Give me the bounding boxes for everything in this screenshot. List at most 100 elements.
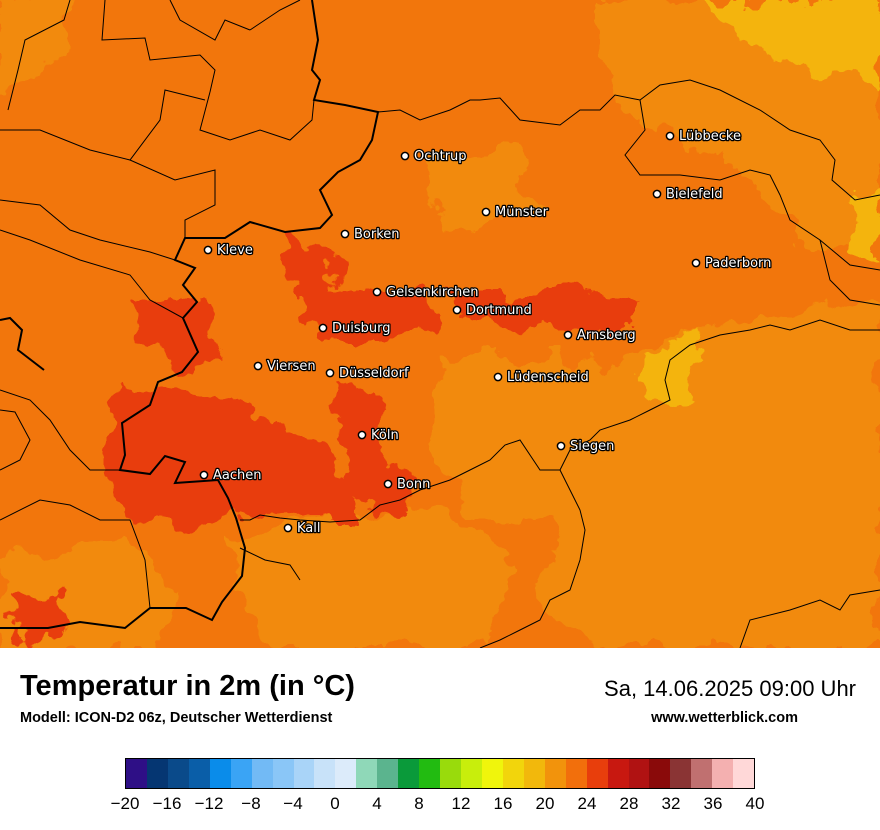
city-marker[interactable]: Aachen	[199, 467, 263, 484]
city-marker[interactable]: Düsseldorf	[325, 365, 410, 382]
city-marker[interactable]: Duisburg	[318, 320, 392, 337]
city-label: Duisburg	[332, 321, 391, 336]
city-dot	[372, 287, 382, 297]
legend-tick-label: 12	[451, 794, 471, 813]
color-legend-ticks: −20 −16 −12 −8 −4 0 4 8 12 16 20 24 28 32 36 40	[111, 789, 765, 819]
legend-tick-label: −4	[283, 794, 303, 813]
legend-color-step	[209, 759, 231, 788]
legend-color-step	[335, 759, 357, 788]
legend-color-step	[502, 759, 524, 788]
city-dot	[357, 430, 367, 440]
city-label: Dortmund	[466, 303, 532, 318]
city-label: Ochtrup	[414, 149, 467, 164]
city-label: Arnsberg	[577, 328, 636, 343]
city-marker[interactable]: Gelsenkirchen	[372, 284, 480, 301]
legend-color-step	[314, 759, 336, 788]
legend-color-step	[251, 759, 273, 788]
city-label: Köln	[371, 428, 399, 443]
city-dot	[556, 441, 566, 451]
legend-color-step	[230, 759, 252, 788]
city-dot	[691, 258, 701, 268]
city-marker[interactable]: Bonn	[383, 476, 432, 493]
city-marker[interactable]: Kleve	[203, 242, 254, 259]
city-label: Aachen	[213, 468, 261, 483]
city-marker[interactable]: Siegen	[556, 438, 616, 455]
legend-tick-label: 0	[330, 794, 340, 813]
city-dot	[283, 523, 293, 533]
city-dot	[493, 372, 503, 382]
legend-color-step	[398, 759, 420, 788]
city-marker[interactable]: Köln	[357, 427, 400, 444]
city-dot	[383, 479, 393, 489]
legend-color-step	[272, 759, 294, 788]
city-label: Kleve	[217, 243, 253, 258]
legend-color-step	[356, 759, 378, 788]
legend-color-step	[146, 759, 168, 788]
legend-color-step	[712, 759, 734, 788]
city-marker[interactable]: Münster	[481, 204, 550, 221]
website-url[interactable]: www.wetterblick.com	[651, 710, 798, 726]
city-label: Siegen	[570, 439, 614, 454]
city-dot	[325, 368, 335, 378]
legend-color-step	[188, 759, 210, 788]
city-label: Paderborn	[705, 256, 771, 271]
city-marker[interactable]: Ochtrup	[400, 148, 468, 165]
legend-tick-label: 20	[535, 794, 555, 813]
city-marker[interactable]: Viersen	[253, 358, 317, 375]
legend-color-step	[419, 759, 441, 788]
legend-color-step	[523, 759, 545, 788]
legend-tick-label: 4	[372, 794, 382, 813]
legend-color-step	[733, 759, 755, 788]
legend-color-step	[544, 759, 566, 788]
temperature-map[interactable]: Lübbecke Ochtrup Bielefeld Münster Borken Kle…	[0, 0, 880, 648]
legend-color-step	[126, 759, 147, 788]
city-label: Gelsenkirchen	[386, 285, 479, 300]
city-dot	[203, 245, 213, 255]
legend-color-step	[586, 759, 608, 788]
city-dot	[318, 323, 328, 333]
legend-color-step	[628, 759, 650, 788]
city-dot	[481, 207, 491, 217]
city-marker[interactable]: Paderborn	[691, 255, 773, 272]
temperature-color-legend	[125, 758, 755, 789]
city-label: Münster	[495, 205, 549, 220]
city-marker[interactable]: Bielefeld	[652, 186, 724, 203]
city-dot	[652, 189, 662, 199]
legend-tick-label: −8	[241, 794, 261, 813]
legend-color-step	[461, 759, 482, 788]
map-title: Temperatur in 2m (in °C)	[20, 670, 355, 702]
legend-color-step	[565, 759, 587, 788]
city-dot	[665, 131, 675, 141]
city-dot	[340, 229, 350, 239]
city-marker[interactable]: Lüdenscheid	[493, 369, 590, 386]
borders	[0, 0, 880, 648]
city-label: Viersen	[267, 359, 316, 374]
city-label: Kall	[297, 521, 321, 536]
legend-color-step	[607, 759, 629, 788]
city-label: Lüdenscheid	[507, 370, 589, 385]
legend-tick-label: 24	[577, 794, 597, 813]
legend-color-step	[481, 759, 503, 788]
city-dot	[400, 151, 410, 161]
legend-tick-label: 28	[619, 794, 639, 813]
city-label: Bielefeld	[666, 187, 723, 202]
legend-tick-label: 40	[745, 794, 765, 813]
legend-tick-label: 36	[703, 794, 723, 813]
map-canvas: Lübbecke Ochtrup Bielefeld Münster Borken Kle…	[0, 0, 880, 648]
legend-tick-label: −16	[152, 794, 182, 813]
legend-tick-label: 16	[493, 794, 513, 813]
city-marker[interactable]: Lübbecke	[665, 128, 742, 145]
legend-tick-label: 8	[414, 794, 424, 813]
city-label: Borken	[354, 227, 400, 242]
city-label: Bonn	[397, 477, 430, 492]
city-marker[interactable]: Kall	[283, 520, 322, 537]
city-marker[interactable]: Borken	[340, 226, 401, 243]
legend-tick-label: −12	[194, 794, 224, 813]
temperature-field	[0, 0, 880, 648]
legend-color-step	[691, 759, 713, 788]
legend-color-step	[670, 759, 692, 788]
city-label: Lübbecke	[679, 129, 741, 144]
city-marker[interactable]: Arnsberg	[563, 327, 637, 344]
city-dot	[563, 330, 573, 340]
city-marker[interactable]: Dortmund	[452, 302, 533, 319]
